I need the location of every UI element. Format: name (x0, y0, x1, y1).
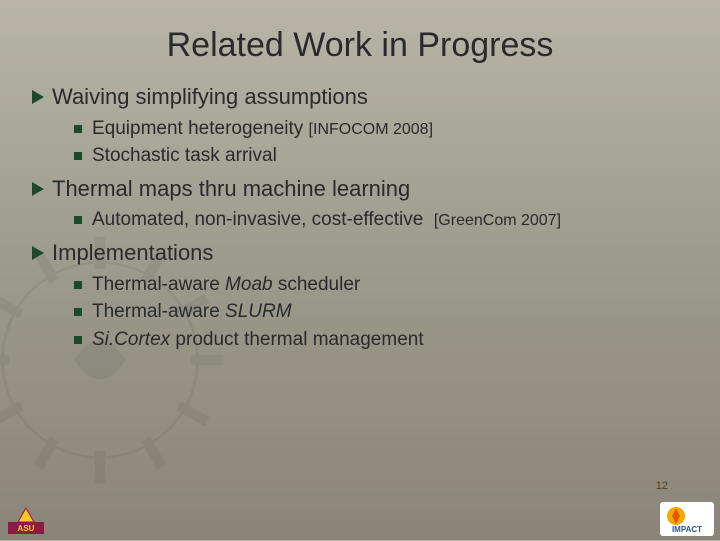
item-text: Automated, non-invasive, cost-effective … (92, 207, 561, 233)
item-text: Si.Cortex product thermal management (92, 327, 424, 353)
list-item: Si.Cortex product thermal management (74, 327, 682, 353)
section-3-header: Implementations (32, 239, 682, 268)
svg-text:ASU: ASU (18, 524, 35, 533)
item-text: Equipment heterogeneity [INFOCOM 2008] (92, 116, 433, 142)
section-2-heading: Thermal maps thru machine learning (52, 175, 410, 204)
item-text: Thermal-aware Moab scheduler (92, 272, 360, 298)
slide-container: Related Work in Progress Waiving simplif… (0, 0, 720, 540)
triangle-bullet-icon (32, 90, 44, 104)
section-2-header: Thermal maps thru machine learning (32, 175, 682, 204)
list-item: Stochastic task arrival (74, 143, 682, 169)
section-1-header: Waiving simplifying assumptions (32, 83, 682, 112)
list-item: Equipment heterogeneity [INFOCOM 2008] (74, 116, 682, 142)
triangle-bullet-icon (32, 182, 44, 196)
square-bullet-icon (74, 216, 82, 224)
svg-text:IMPACT: IMPACT (672, 525, 702, 534)
list-item: Thermal-aware SLURM (74, 299, 682, 325)
item-text: Stochastic task arrival (92, 143, 277, 169)
square-bullet-icon (74, 281, 82, 289)
section-3-heading: Implementations (52, 239, 213, 268)
slide-title: Related Work in Progress (38, 18, 682, 83)
square-bullet-icon (74, 152, 82, 160)
item-text: Thermal-aware SLURM (92, 299, 292, 325)
square-bullet-icon (74, 125, 82, 133)
asu-logo: ASU (6, 502, 46, 536)
section-2-items: Automated, non-invasive, cost-effective … (74, 207, 682, 233)
list-item: Thermal-aware Moab scheduler (74, 272, 682, 298)
section-3-items: Thermal-aware Moab scheduler Thermal-awa… (74, 272, 682, 353)
citation: [GreenCom 2007] (434, 212, 561, 229)
square-bullet-icon (74, 336, 82, 344)
list-item: Automated, non-invasive, cost-effective … (74, 207, 682, 233)
triangle-bullet-icon (32, 246, 44, 260)
section-1-items: Equipment heterogeneity [INFOCOM 2008] S… (74, 116, 682, 169)
page-number: 12 (656, 480, 668, 492)
section-1-heading: Waiving simplifying assumptions (52, 83, 368, 112)
impact-logo: IMPACT (660, 502, 714, 536)
footer: ASU IMPACT (0, 498, 720, 540)
square-bullet-icon (74, 308, 82, 316)
citation: [INFOCOM 2008] (309, 121, 433, 138)
